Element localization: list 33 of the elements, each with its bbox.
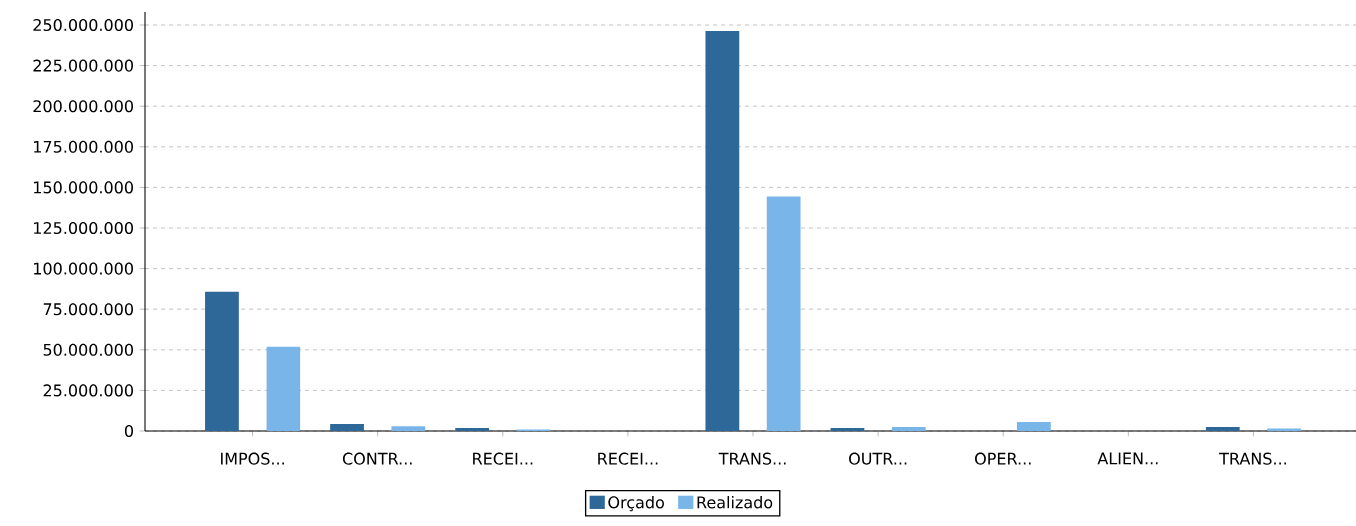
y-tick-label: 100.000.000 xyxy=(34,262,133,275)
bar xyxy=(391,426,426,431)
y-tick-label: 125.000.000 xyxy=(34,221,133,235)
x-tick-label: TRANS... xyxy=(1219,452,1287,465)
bar xyxy=(330,424,364,431)
y-tick-label: 225.000.000 xyxy=(33,59,133,72)
legend-label: Realizado xyxy=(697,496,773,509)
bar xyxy=(766,196,801,431)
y-tick-label: 150.000.000 xyxy=(34,181,133,194)
legend-label: Orçado xyxy=(608,496,664,512)
x-tick-label: CONTR... xyxy=(342,452,412,465)
y-tick-label: 0 xyxy=(124,424,134,438)
x-tick-label: OPER... xyxy=(975,452,1031,465)
y-tick-label: 250.000.000 xyxy=(33,18,133,32)
bar xyxy=(1205,426,1240,431)
bar xyxy=(891,426,926,431)
y-tick-label: 75.000.000 xyxy=(43,303,133,316)
bar xyxy=(1016,422,1051,431)
y-tick-label: 200.000.000 xyxy=(33,100,133,113)
x-tick-label: IMPOS... xyxy=(221,452,284,465)
y-tick-label: 50.000.000 xyxy=(43,343,133,356)
y-tick-label: 25.000.000 xyxy=(43,384,133,397)
bar xyxy=(705,31,740,431)
bar xyxy=(830,428,865,431)
bar xyxy=(266,346,301,431)
x-tick-label: TRANS... xyxy=(718,452,786,465)
y-tick-label: 175.000.000 xyxy=(34,140,133,153)
bar xyxy=(205,291,239,431)
x-tick-label: RECEI... xyxy=(473,452,533,465)
x-tick-label: RECEI... xyxy=(598,452,658,465)
bar xyxy=(455,428,490,431)
x-tick-label: ALIEN... xyxy=(1097,452,1158,465)
x-tick-label: OUTR... xyxy=(849,452,907,465)
